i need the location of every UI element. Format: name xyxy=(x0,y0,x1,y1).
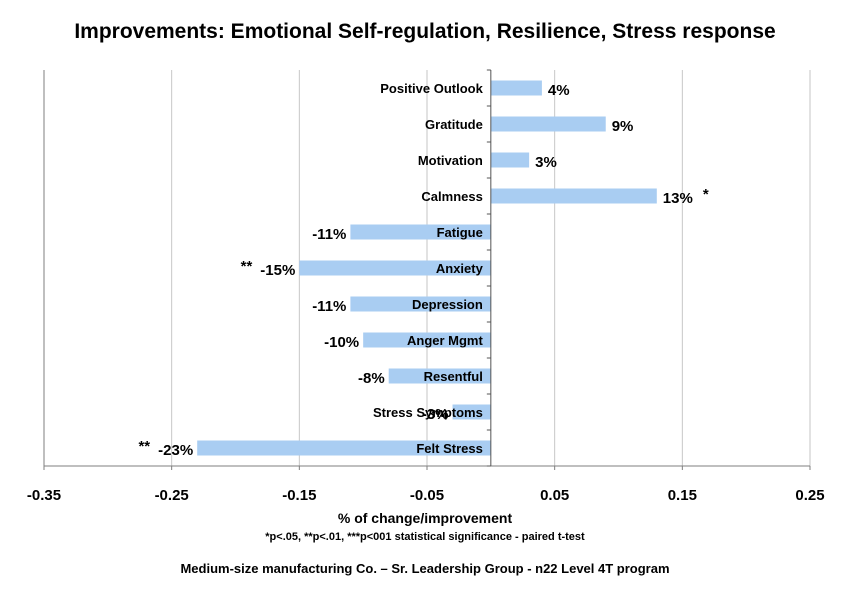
data-label: 4% xyxy=(548,82,570,99)
data-label: 9% xyxy=(612,118,634,135)
category-label: Resentful xyxy=(424,369,483,384)
category-label: Anxiety xyxy=(436,261,484,276)
data-label: 13% xyxy=(663,190,693,207)
bar xyxy=(452,404,491,420)
data-label: 3% xyxy=(535,154,557,171)
bar xyxy=(363,332,491,348)
x-tick-label: 0.15 xyxy=(668,487,697,504)
data-label: -15% xyxy=(260,262,295,279)
category-label: Positive Outlook xyxy=(380,81,483,96)
significance-note: *p<.05, **p<.01, ***p<001 statistical si… xyxy=(265,531,585,543)
x-axis-label: % of change/improvement xyxy=(337,510,513,526)
bar xyxy=(197,440,491,456)
bars xyxy=(197,80,657,456)
data-label: -23% xyxy=(158,442,193,459)
x-tick-label: 0.05 xyxy=(540,487,569,504)
bar xyxy=(490,116,606,132)
x-tick-label: -0.35 xyxy=(27,487,61,504)
bar xyxy=(299,260,491,276)
x-tick-label: -0.15 xyxy=(282,487,316,504)
category-label: Stress Symptoms xyxy=(373,405,483,420)
bar xyxy=(350,224,491,240)
significance-marker: * xyxy=(703,186,709,203)
bar xyxy=(490,80,542,96)
x-tick-label: -0.25 xyxy=(155,487,189,504)
bar xyxy=(490,152,530,168)
category-label: Motivation xyxy=(418,153,483,168)
labels: -0.35 -0.25 -0.15 -0.05 0.05 0.15 0.25 Positive… xyxy=(27,81,825,504)
x-tick-label: -0.05 xyxy=(410,487,444,504)
category-label: Gratitude xyxy=(425,117,483,132)
axes xyxy=(43,69,811,470)
significance-marker: ** xyxy=(241,258,253,275)
category-label: Depression xyxy=(412,297,483,312)
category-label: Fatigue xyxy=(437,225,483,240)
footer-note: Medium-size manufacturing Co. – Sr. Lead… xyxy=(180,561,670,576)
category-label: Anger Mgmt xyxy=(407,333,484,348)
data-label: -11% xyxy=(312,298,346,315)
category-label: Felt Stress xyxy=(416,441,482,456)
bar xyxy=(490,188,657,204)
chart-title: Improvements: Emotional Self-regulation,… xyxy=(74,20,776,43)
bar xyxy=(350,296,491,312)
category-label: Calmness xyxy=(421,189,482,204)
data-label: -11% xyxy=(312,226,346,243)
data-label: -3% xyxy=(422,406,449,423)
bar xyxy=(388,368,491,384)
data-label: -8% xyxy=(358,370,385,387)
data-label: -10% xyxy=(324,334,359,351)
significance-marker: ** xyxy=(138,438,150,455)
x-tick-label: 0.25 xyxy=(795,487,824,504)
